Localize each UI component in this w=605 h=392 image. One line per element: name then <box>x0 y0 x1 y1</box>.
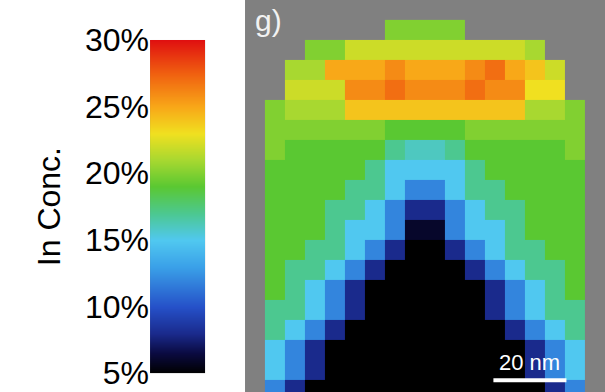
svg-text:20%: 20% <box>85 155 149 191</box>
svg-text:15%: 15% <box>85 222 149 258</box>
svg-text:In Conc.: In Conc. <box>31 147 67 266</box>
svg-text:30%: 30% <box>85 22 149 58</box>
svg-text:g): g) <box>255 4 282 37</box>
svg-text:25%: 25% <box>85 89 149 125</box>
svg-text:10%: 10% <box>85 289 149 325</box>
svg-text:20 nm: 20 nm <box>499 350 560 375</box>
svg-text:5%: 5% <box>103 355 149 391</box>
